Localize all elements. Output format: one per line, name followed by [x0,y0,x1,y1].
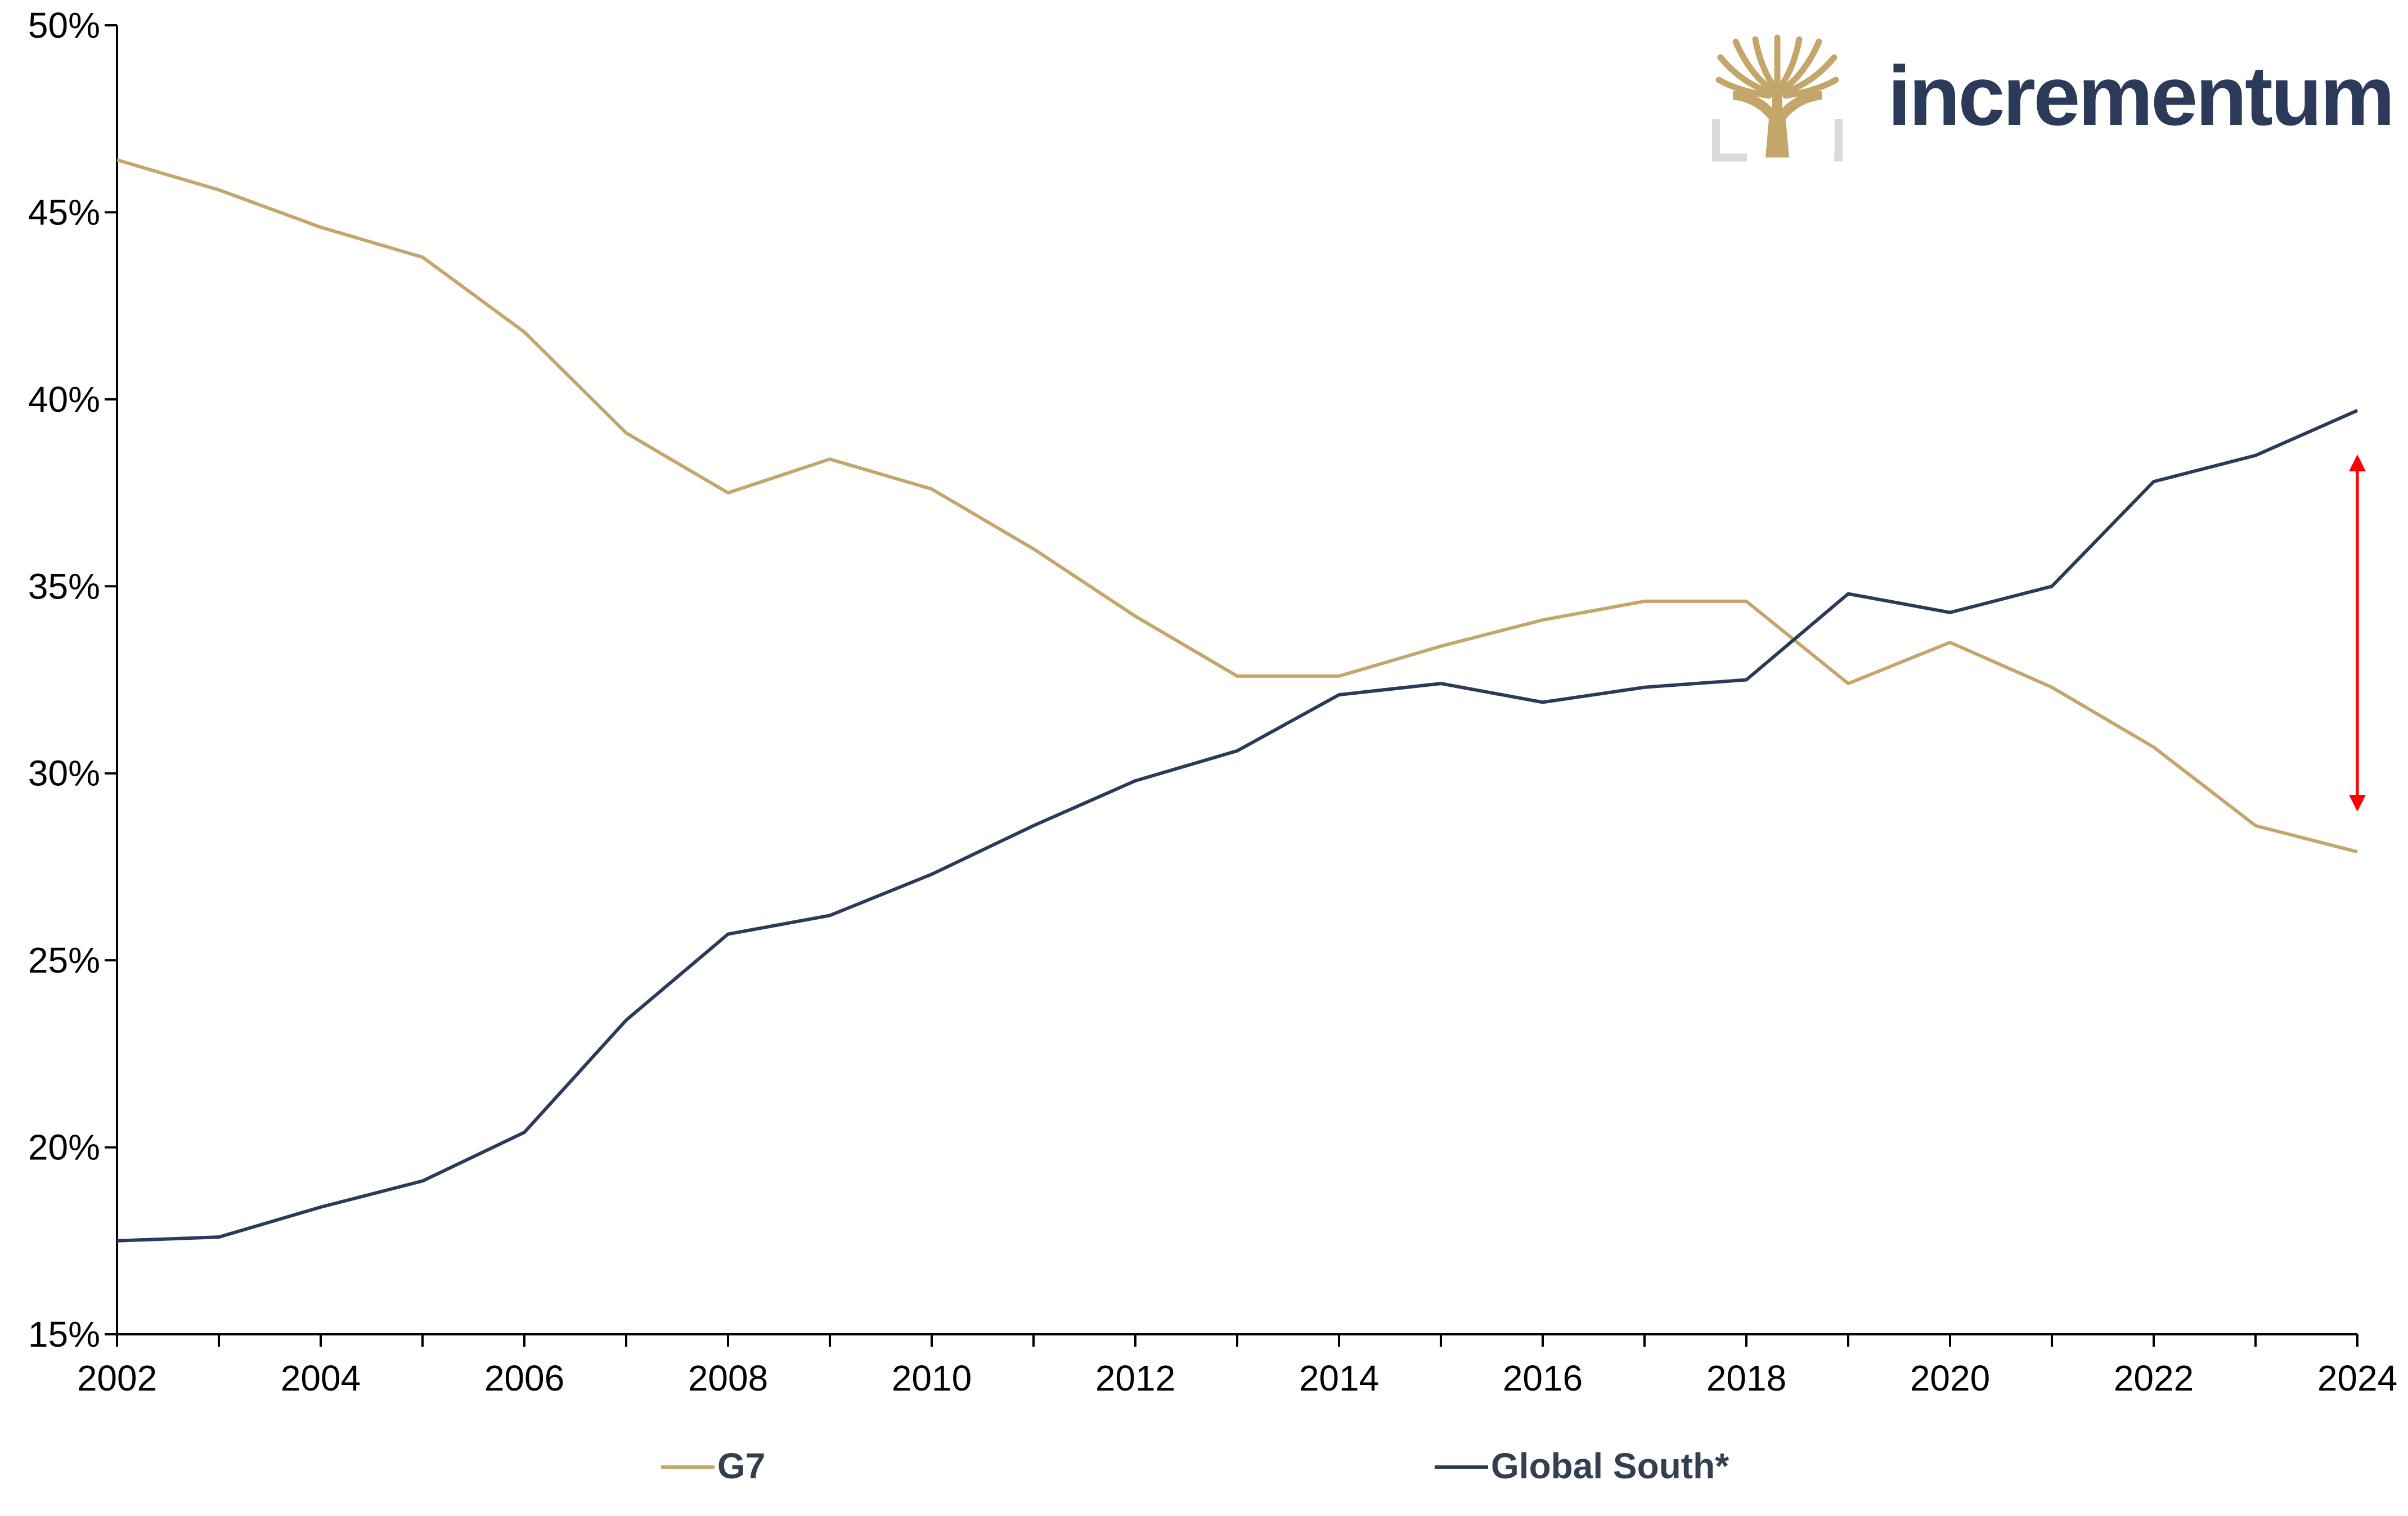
y-axis-ticks: 15% 20% 25% 30% 35% 40% 45% 50% [28,5,117,1355]
x-tick-label: 2004 [281,1358,361,1398]
series-lines [116,158,2358,1243]
brand-name: incrementum [1888,48,2393,143]
y-tick-label: 35% [28,566,100,606]
y-tick-label: 25% [28,940,100,980]
x-tick-label: 2002 [77,1358,157,1398]
x-tick-label: 2016 [1503,1358,1583,1398]
x-tick-label: 2020 [1910,1358,1990,1398]
y-tick-label: 20% [28,1127,100,1168]
x-tick-label: 2014 [1299,1358,1379,1398]
axes [116,25,2357,1335]
legend: G7 Global South* [661,1446,1729,1486]
y-tick-label: 30% [28,753,100,794]
y-tick-label: 50% [28,5,100,46]
series-line-g7 [116,158,2358,854]
x-axis-ticks: 2002 2004 2006 2008 2010 2012 2014 2016 2018 2020… [77,1334,2397,1398]
x-tick-label: 2010 [892,1358,972,1398]
tree-icon [1712,34,1843,161]
brand-logo: incrementum [1712,34,2395,161]
legend-label: G7 [717,1446,765,1486]
x-tick-label: 2008 [688,1358,768,1398]
x-tick-label: 2024 [2317,1358,2397,1398]
legend-label: Global South* [1491,1446,1729,1486]
series-line-global-south [116,409,2358,1243]
x-tick-label: 2012 [1095,1358,1175,1398]
y-tick-label: 40% [28,379,100,420]
x-tick-label: 2018 [1706,1358,1786,1398]
y-tick-label: 15% [28,1314,100,1355]
y-tick-label: 45% [28,192,100,232]
x-tick-label: 2006 [484,1358,564,1398]
x-tick-label: 2022 [2114,1358,2194,1398]
